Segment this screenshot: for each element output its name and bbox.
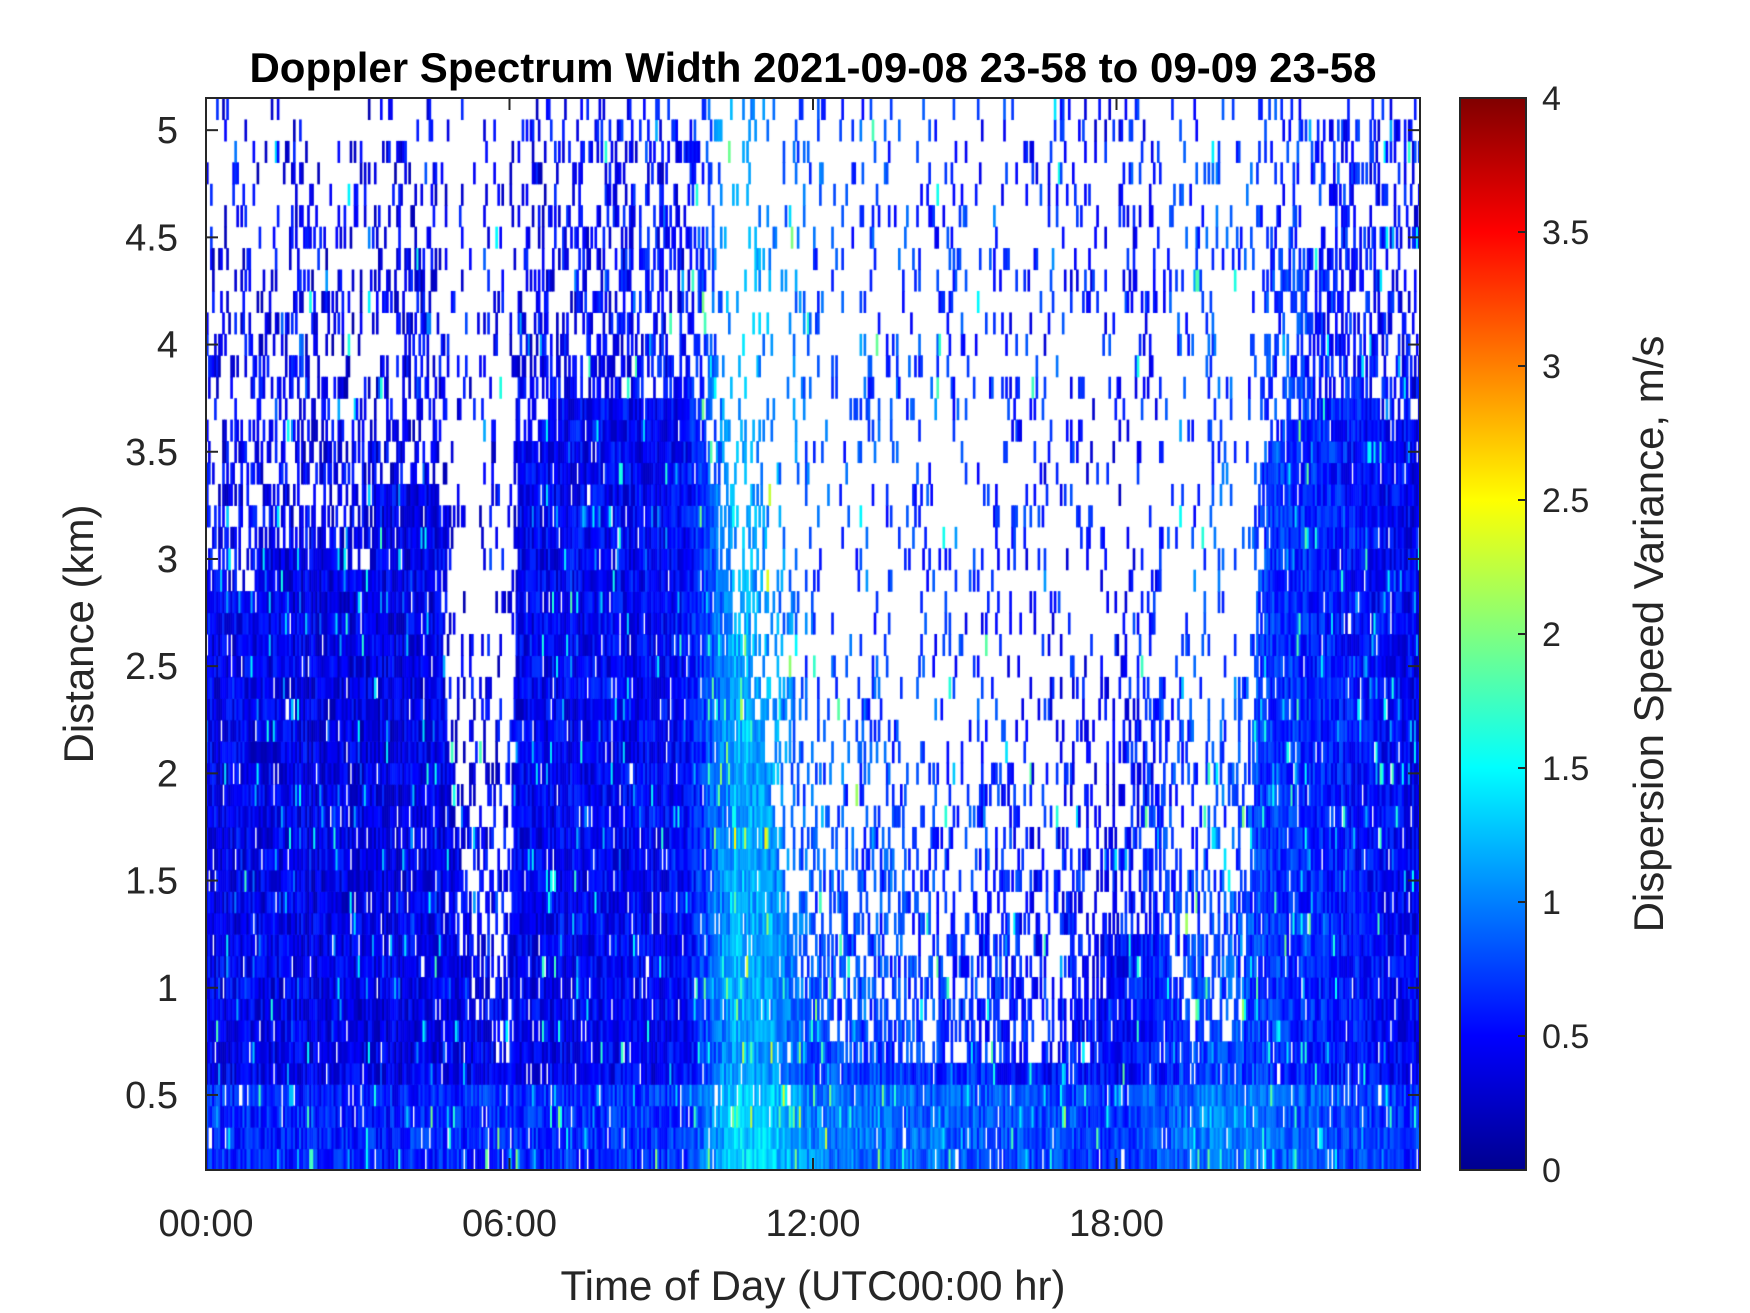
y-tick-label: 4 [157, 325, 178, 367]
heatmap-container [206, 98, 1420, 1170]
heatmap-image [206, 98, 1420, 1170]
colorbar-tick-label: 1.5 [1542, 750, 1589, 788]
y-axis: 0.5 1 1.5 2 2.5 3 3.5 4 4.5 5 [125, 110, 1420, 1117]
x-tick-label: 12:00 [765, 1203, 860, 1245]
chart-title: Doppler Spectrum Width 2021-09-08 23-58 … [249, 44, 1376, 91]
y-tick-label: 1.5 [125, 861, 178, 903]
colorbar-label: Dispersion Speed Variance, m/s [1625, 336, 1672, 933]
y-tick-label: 0.5 [125, 1075, 178, 1117]
plot-area [205, 97, 1421, 1171]
colorbar-ticks: 0 0.5 1 1.5 2 2.5 3 3.5 4 [1518, 80, 1589, 1190]
colorbar-tick-label: 1 [1542, 884, 1561, 922]
colorbar-tick-label: 0 [1542, 1152, 1561, 1190]
y-axis-label: Distance (km) [55, 504, 102, 763]
colorbar-tick-label: 4 [1542, 80, 1561, 118]
colorbar: 0 0.5 1 1.5 2 2.5 3 3.5 4 Dispersion Speed Varia… [1459, 80, 1672, 1190]
colorbar-tick-label: 3 [1542, 348, 1561, 386]
y-tick-label: 2 [157, 753, 178, 795]
colorbar-tick-label: 0.5 [1542, 1018, 1589, 1056]
y-tick-label: 4.5 [125, 217, 178, 259]
x-tick-label: 06:00 [462, 1203, 557, 1245]
x-tick-label: 00:00 [158, 1203, 253, 1245]
y-tick-label: 3.5 [125, 432, 178, 474]
x-axis: 00:00 06:00 12:00 18:00 [158, 98, 1164, 1245]
y-tick-label: 1 [157, 968, 178, 1010]
colorbar-gradient [1459, 97, 1527, 1171]
colorbar-tick-label: 2.5 [1542, 482, 1589, 520]
colorbar-tick-label: 3.5 [1542, 214, 1589, 252]
y-tick-label: 2.5 [125, 646, 178, 688]
x-axis-label: Time of Day (UTC00:00 hr) [561, 1262, 1066, 1309]
y-tick-label: 3 [157, 539, 178, 581]
x-tick-label: 18:00 [1069, 1203, 1164, 1245]
y-tick-label: 5 [157, 110, 178, 152]
colorbar-tick-label: 2 [1542, 616, 1561, 654]
